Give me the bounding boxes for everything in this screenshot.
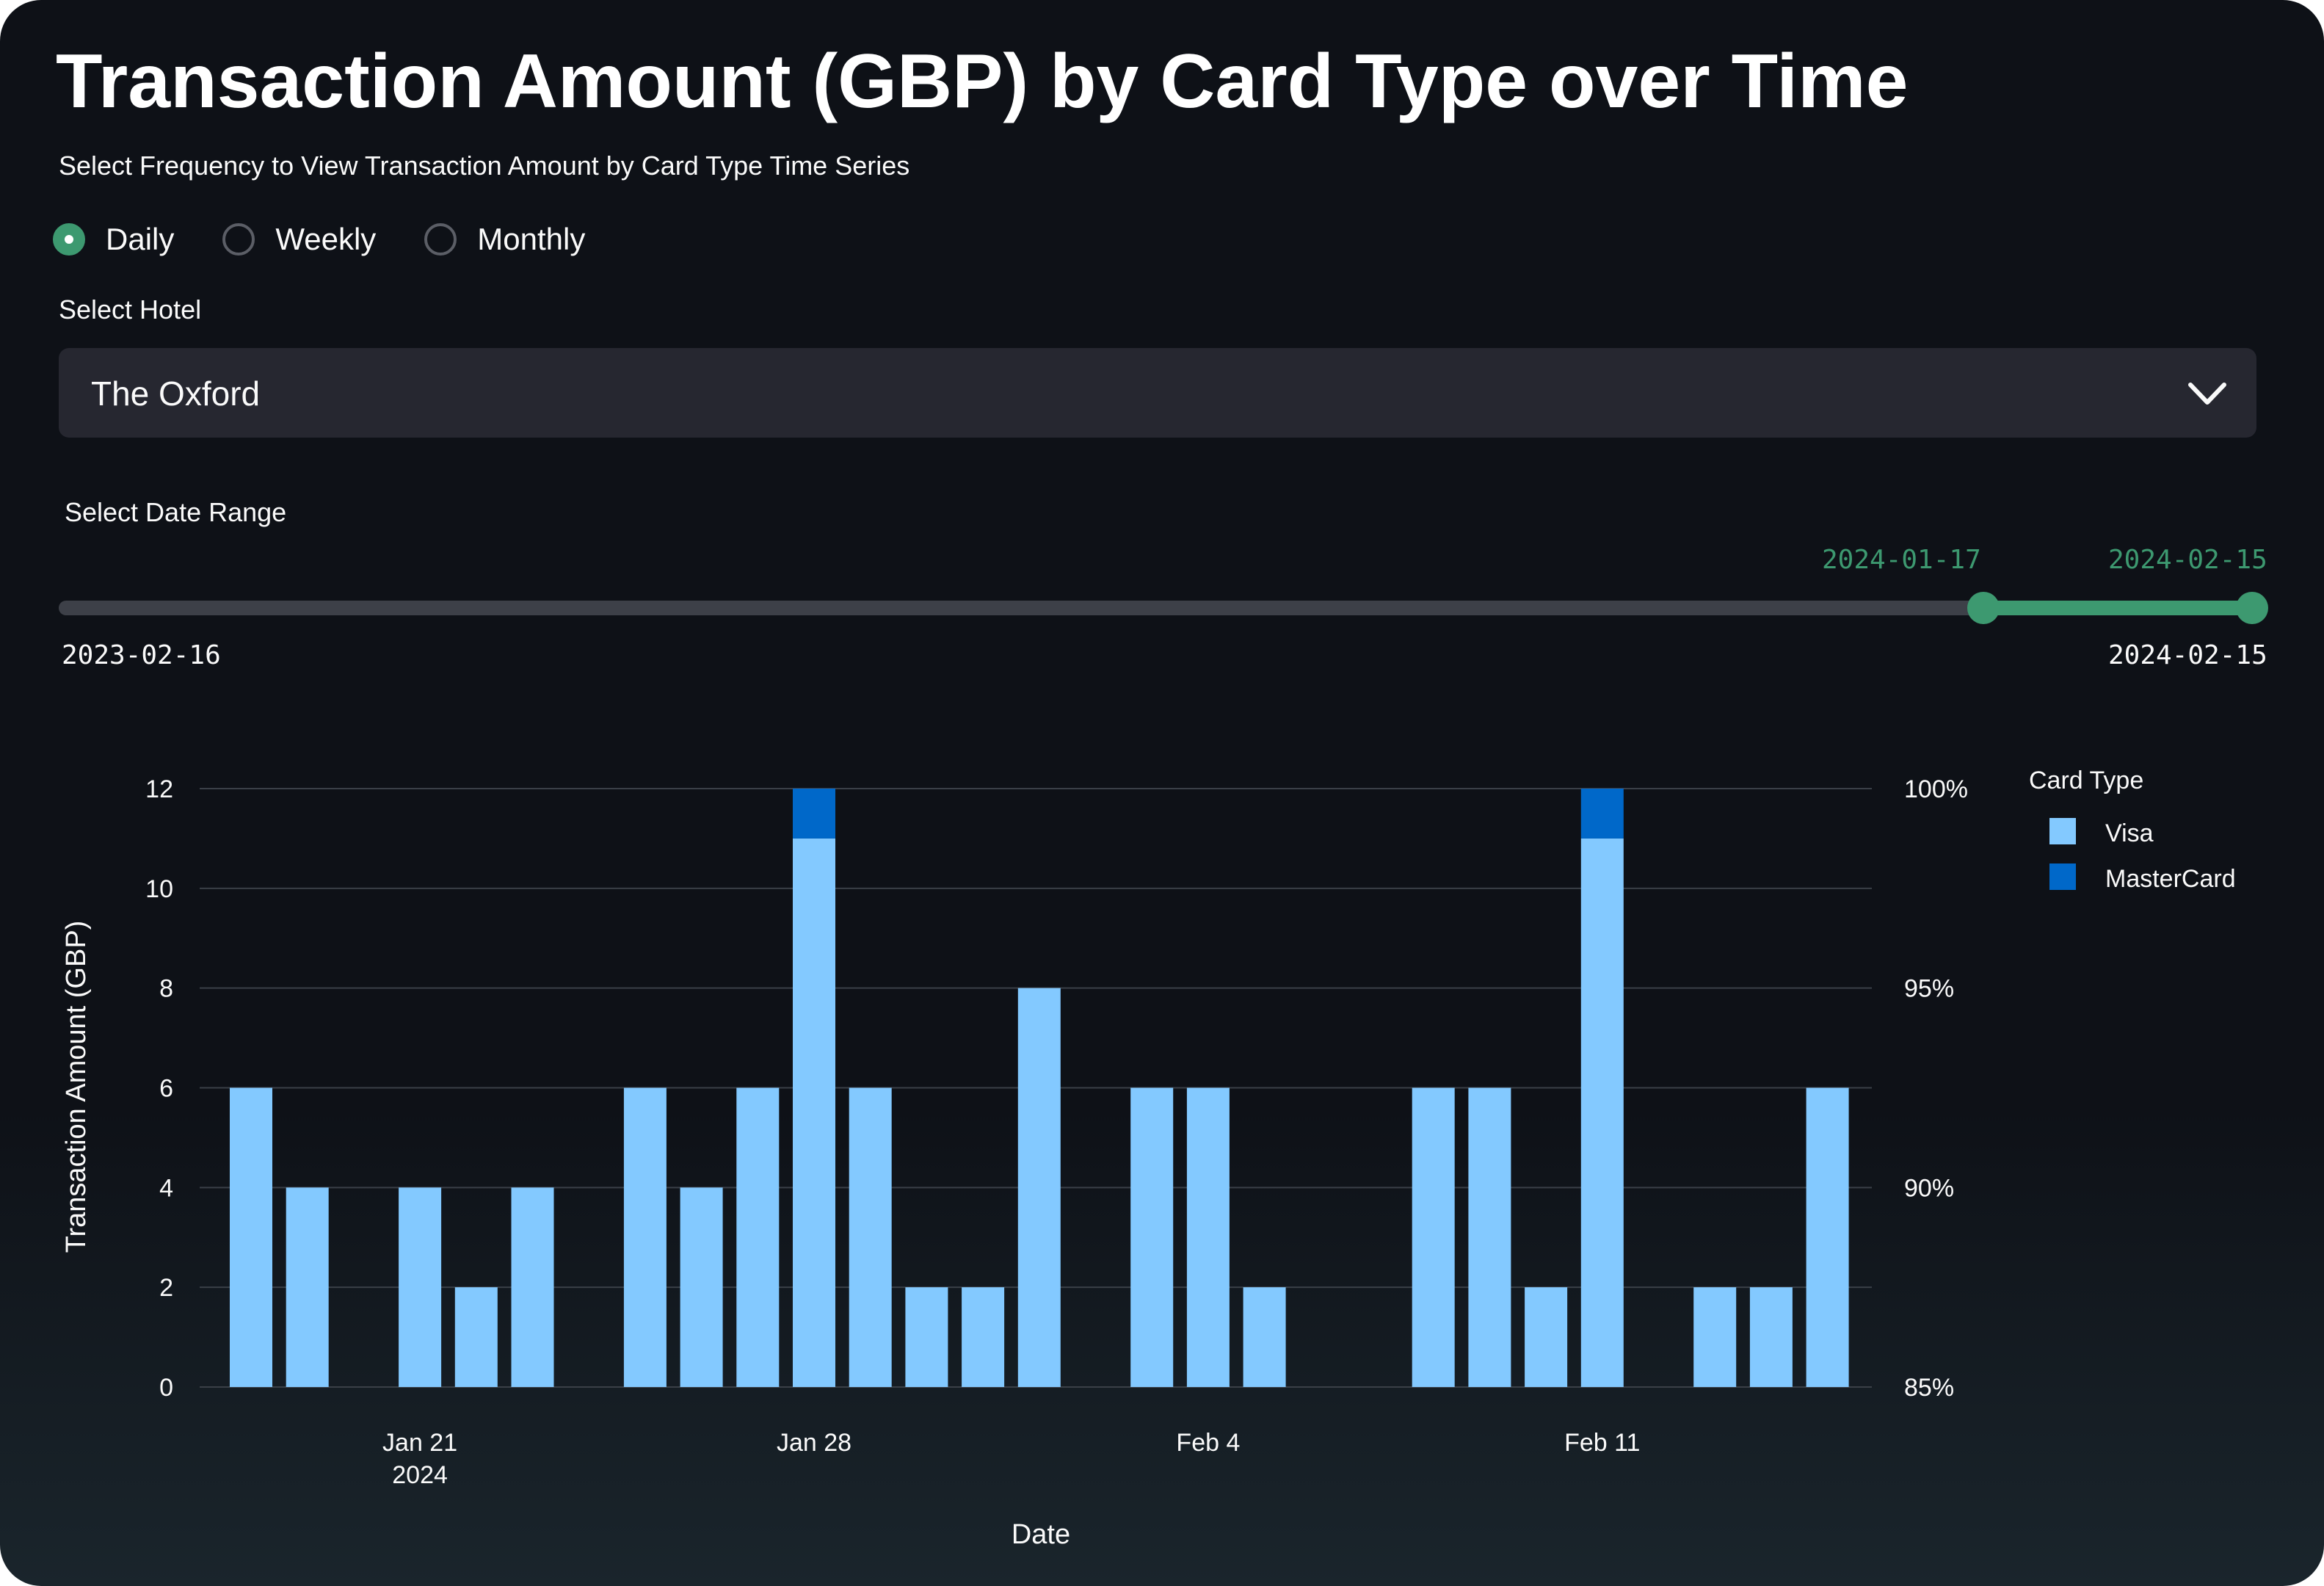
bar-visa-2024-02-08[interactable] [1412,1087,1455,1388]
bar-visa-2024-01-28[interactable] [793,838,835,1387]
chart-bars [230,789,1849,1387]
y-tick-label: 12 [145,775,173,803]
radio-weekly-label[interactable]: Weekly [275,222,377,256]
y2-tick-label: 85% [1904,1374,1954,1402]
y-tick-label: 8 [159,975,173,1003]
radio-weekly[interactable]: Weekly [222,222,376,257]
frequency-radio-group: Daily Weekly Monthly [53,216,633,263]
date-range-slider-selected [1982,601,2252,615]
bar-visa-2024-01-18[interactable] [230,1087,272,1388]
y2-tick-label: 95% [1904,975,1954,1003]
bar-mastercard-2024-02-11[interactable] [1580,789,1624,839]
bar-visa-2024-02-09[interactable] [1468,1087,1511,1388]
slider-min-label: 2023-02-16 [62,640,221,670]
bar-visa-2024-02-04[interactable] [1186,1087,1230,1388]
transaction-chart: 0 2 4 6 8 10 12 85% 90% 95% 100% Jan 21 2024 Jan 28 Fe… [61,767,2236,1550]
slider-end-handle[interactable] [2236,592,2268,624]
y-tick-label: 10 [145,875,173,903]
legend-swatch-mastercard[interactable] [2049,863,2076,890]
bar-visa-2024-02-10[interactable] [1525,1287,1568,1387]
y-tick-label: 4 [159,1174,173,1202]
bar-visa-2024-02-14[interactable] [1749,1287,1793,1387]
date-range-slider-track[interactable] [59,601,2252,615]
y-axis-title: Transaction Amount (GBP) [61,921,92,1253]
chevron-down-icon[interactable] [2186,373,2229,413]
radio-daily-label[interactable]: Daily [106,222,175,256]
bar-visa-2024-01-21[interactable] [399,1187,442,1387]
y2-tick-label: 90% [1904,1174,1954,1202]
y-tick-label: 0 [159,1374,173,1402]
radio-monthly[interactable]: Monthly [424,222,585,257]
bar-visa-2024-01-23[interactable] [511,1187,554,1387]
bar-visa-2024-01-26[interactable] [680,1187,723,1387]
legend-title: Card Type [2029,767,2143,794]
bar-visa-2024-01-30[interactable] [905,1287,948,1387]
bar-visa-2024-02-05[interactable] [1243,1287,1286,1387]
bar-visa-2024-02-11[interactable] [1580,838,1624,1387]
bar-visa-2024-02-13[interactable] [1693,1287,1737,1387]
bar-visa-2024-02-03[interactable] [1130,1087,1174,1388]
slider-start-handle[interactable] [1967,592,2000,624]
x-tick-label: Jan 28 [777,1429,851,1457]
x-tick-label: Jan 21 [382,1429,457,1457]
x-tick-label: Feb 4 [1176,1429,1240,1457]
hotel-select[interactable]: The Oxford [59,348,2256,438]
slider-end-value: 2024-02-15 [2108,545,2267,575]
radio-weekly-indicator[interactable] [222,223,255,256]
hotel-select-value: The Oxford [91,374,261,413]
legend-label-visa[interactable]: Visa [2105,819,2154,847]
bar-visa-2024-01-29[interactable] [849,1087,892,1388]
bar-visa-2024-01-19[interactable] [286,1187,329,1387]
frequency-label: Select Frequency to View Transaction Amo… [59,151,910,181]
hotel-label: Select Hotel [59,294,202,325]
bar-visa-2024-01-31[interactable] [962,1287,1005,1387]
radio-monthly-indicator[interactable] [424,223,457,256]
radio-daily-indicator[interactable] [53,223,85,256]
x-axis-title: Date [1012,1519,1070,1550]
bar-visa-2024-01-25[interactable] [623,1087,667,1388]
bar-visa-2024-01-22[interactable] [454,1287,498,1387]
legend-swatch-visa[interactable] [2049,818,2076,844]
slider-max-label: 2024-02-15 [2108,640,2267,670]
x-tick-sublabel: 2024 [392,1461,448,1489]
page-title: Transaction Amount (GBP) by Card Type ov… [56,39,1909,124]
bar-visa-2024-02-15[interactable] [1806,1087,1849,1388]
date-range-label: Select Date Range [65,497,287,527]
slider-start-value: 2024-01-17 [1822,545,1981,575]
radio-daily[interactable]: Daily [53,222,174,257]
chart-axes: 0 2 4 6 8 10 12 85% 90% 95% 100% Jan 21 2024 Jan 28 Fe… [145,775,1968,1489]
y2-tick-label: 100% [1904,775,1968,803]
radio-monthly-label[interactable]: Monthly [477,222,586,256]
x-tick-label: Feb 11 [1564,1429,1640,1457]
bar-visa-2024-01-27[interactable] [736,1087,780,1388]
y-tick-label: 6 [159,1075,173,1103]
legend-label-mastercard[interactable]: MasterCard [2105,865,2236,893]
bar-mastercard-2024-01-28[interactable] [793,789,835,839]
bar-visa-2024-02-01[interactable] [1017,988,1061,1387]
y-tick-label: 2 [159,1274,173,1302]
